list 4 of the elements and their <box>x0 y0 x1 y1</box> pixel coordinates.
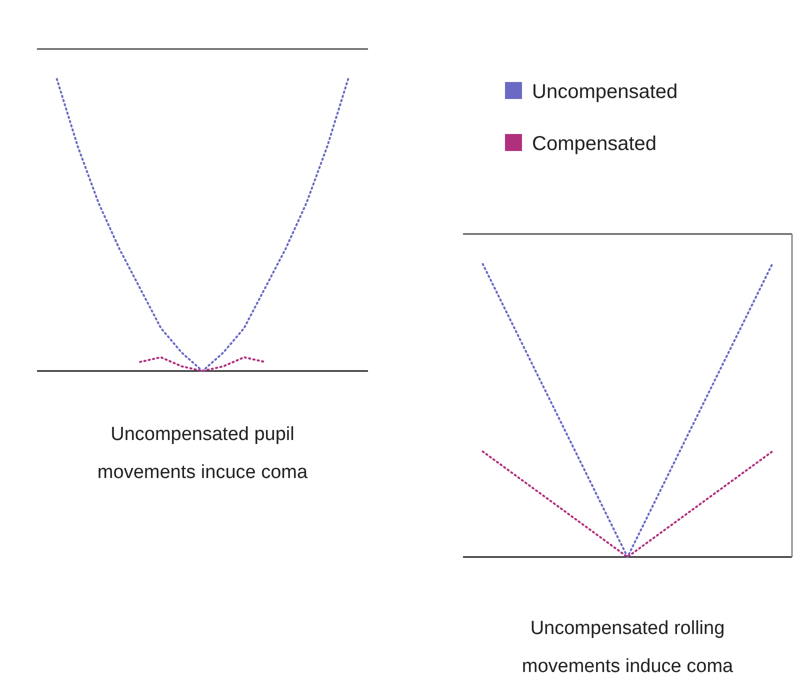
legend-label: Compensated <box>532 133 657 155</box>
text: Uncompensated rolling movements induce coma <box>522 618 734 677</box>
text: Uncompensated pupil movements incuce coma <box>97 424 308 483</box>
legend-label: Uncompensated <box>532 81 678 103</box>
